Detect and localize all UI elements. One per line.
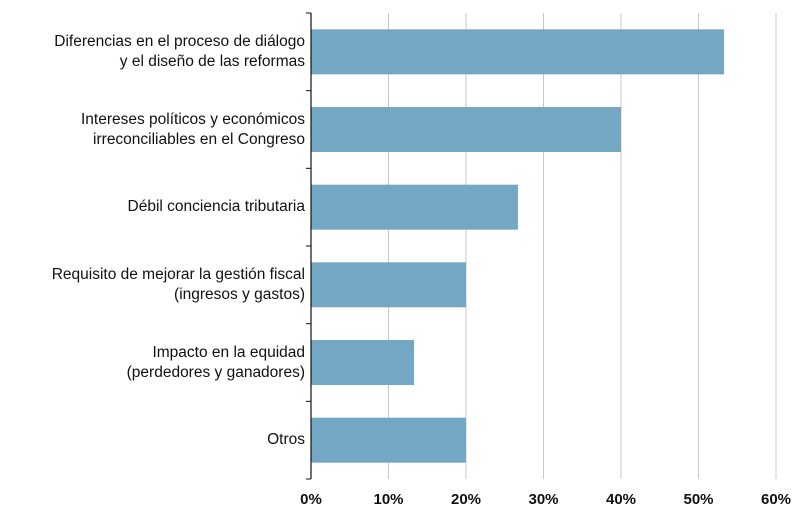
- bar: [311, 29, 725, 75]
- grid: [388, 13, 777, 479]
- x-tick-label: 60%: [761, 491, 791, 508]
- y-tick-label: Diferencias en el proceso de diálogo y e…: [54, 32, 305, 70]
- x-tick-label: 0%: [300, 491, 322, 508]
- x-tick-label: 40%: [606, 491, 636, 508]
- x-tick-label: 30%: [528, 491, 558, 508]
- y-tick-label: Intereses políticos y económicos irrecon…: [81, 110, 305, 148]
- x-tick-label: 20%: [451, 491, 481, 508]
- y-tick-label: Otros: [267, 431, 305, 449]
- y-tick-label: Requisito de mejorar la gestión fiscal (…: [51, 265, 305, 303]
- bar: [311, 417, 466, 463]
- bar: [311, 184, 518, 230]
- bar: [311, 262, 466, 308]
- y-tick-label: Impacto en la equidad (perdedores y gana…: [126, 343, 305, 381]
- bar: [311, 340, 415, 385]
- x-tick-label: 10%: [373, 491, 403, 508]
- y-tick-label: Débil conciencia tributaria: [127, 198, 305, 216]
- bar: [311, 107, 621, 152]
- x-tick-label: 50%: [683, 491, 713, 508]
